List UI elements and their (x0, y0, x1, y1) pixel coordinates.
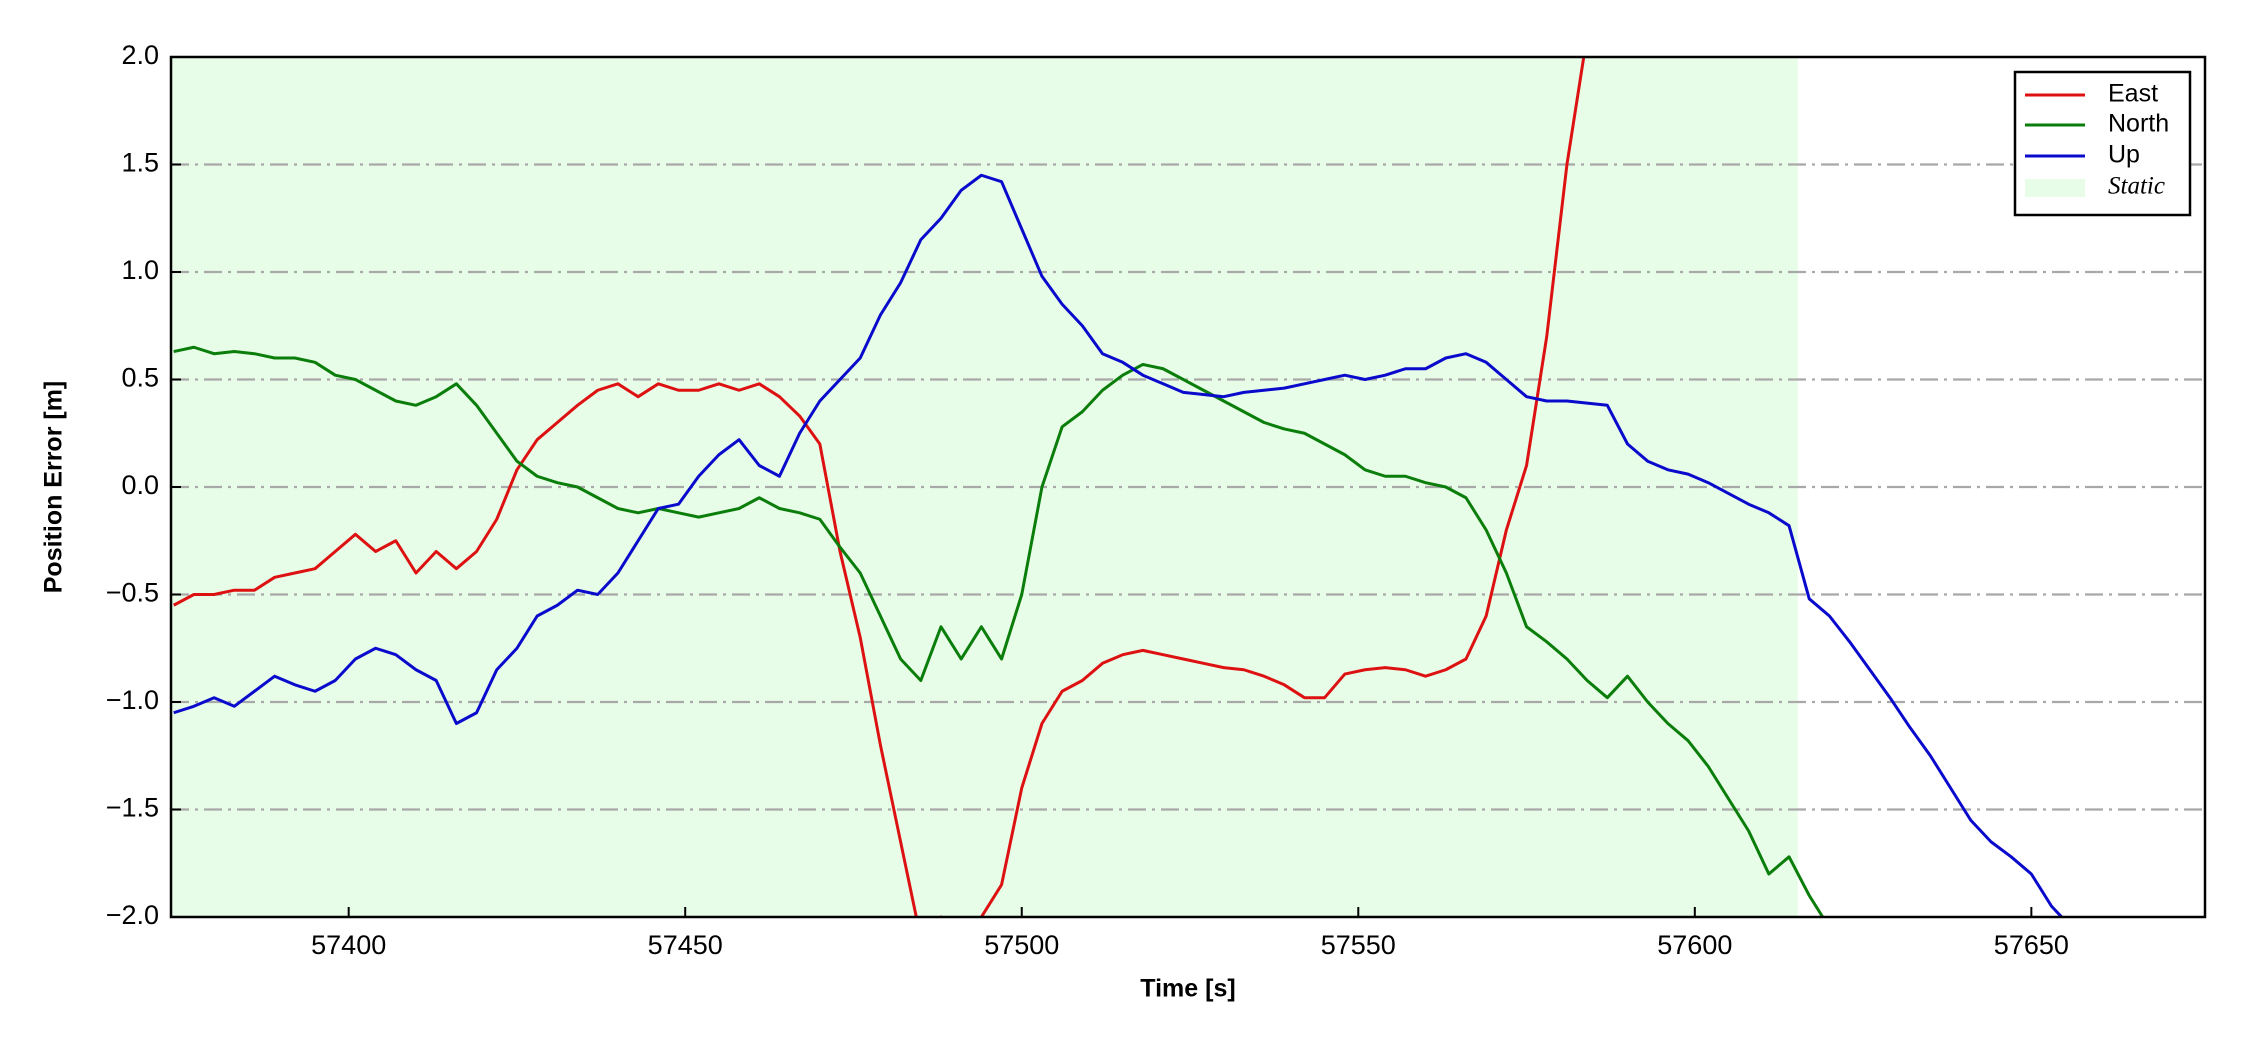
y-axis-label: Position Error [m] (40, 381, 68, 594)
y-tick-label: −2.0 (106, 900, 159, 930)
series-line (173, 345, 1825, 917)
x-axis-label: Time [s] (1140, 975, 1235, 1003)
y-tick-label: −0.5 (106, 578, 159, 608)
legend-label: Static (2108, 173, 2165, 200)
x-tick-label: 57600 (1657, 930, 1732, 960)
x-tick-label: 57550 (1321, 930, 1396, 960)
legend-swatch (2025, 179, 2085, 197)
y-tick-label: 0.5 (121, 363, 159, 393)
ticks: −2.0 −1.5 −1.0 −0.5 0.0 0.5 1.0 1.5 2.0 57400 5745… (106, 40, 2069, 960)
legend-label: North (2108, 110, 2169, 138)
y-tick-label: 0.0 (121, 470, 159, 500)
series-line (173, 173, 2064, 917)
x-tick-label: 57450 (648, 930, 723, 960)
x-tick-label: 57500 (984, 930, 1059, 960)
x-tick-label: 57400 (311, 930, 386, 960)
x-tick-label: 57650 (1994, 930, 2069, 960)
y-tick-label: −1.0 (106, 685, 159, 715)
plot-lines (172, 57, 2064, 917)
series-line (172, 57, 1586, 917)
y-tick-label: 1.0 (121, 255, 159, 285)
y-tick-label: 2.0 (121, 40, 159, 70)
y-tick-label: 1.5 (121, 148, 159, 178)
legend-label: East (2108, 80, 2158, 108)
y-tick-label: −1.5 (106, 793, 159, 823)
legend-label: Up (2108, 141, 2140, 169)
